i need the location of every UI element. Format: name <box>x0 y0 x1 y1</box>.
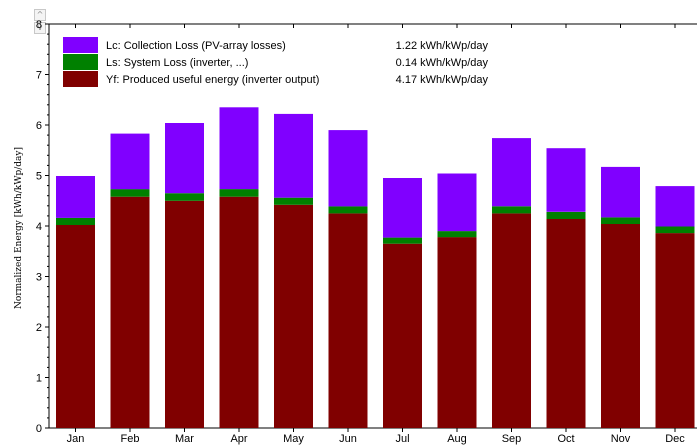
bar-oct-series-2 <box>546 148 586 212</box>
bar-aug-series-0 <box>437 237 477 428</box>
x-tick-label: Oct <box>557 433 574 445</box>
x-tick-label: Jul <box>395 433 409 445</box>
scroll-down-button[interactable]: v <box>34 22 46 34</box>
legend-label: Ls: System Loss (inverter, ...) <box>106 57 248 69</box>
legend-swatch <box>63 37 98 53</box>
x-tick-label: Apr <box>230 433 247 445</box>
legend-value: 1.22 kWh/kWp/day <box>396 40 489 52</box>
bar-mar-series-0 <box>165 200 204 429</box>
y-tick-label: 3 <box>36 272 42 284</box>
bar-jun-series-1 <box>328 206 368 214</box>
y-tick-label: 8 <box>36 19 42 31</box>
bar-may-series-2 <box>274 113 313 198</box>
bar-feb-series-2 <box>110 133 150 190</box>
x-tick-label: Jun <box>339 433 357 445</box>
x-tick-label: Feb <box>121 433 140 445</box>
bars-group <box>56 107 695 429</box>
bar-apr-series-0 <box>219 196 259 428</box>
bar-nov-series-0 <box>601 224 640 428</box>
y-tick-label: 6 <box>36 120 42 132</box>
x-tick-label: Jan <box>67 433 85 445</box>
legend-swatch <box>63 54 98 70</box>
bar-oct-series-0 <box>546 218 586 428</box>
bar-nov-series-2 <box>601 166 640 218</box>
bar-jan-series-0 <box>56 225 95 428</box>
bar-feb-series-1 <box>110 189 150 197</box>
bar-jul-series-1 <box>383 237 422 244</box>
bar-apr-series-2 <box>219 107 259 190</box>
bar-mar-series-2 <box>165 123 204 194</box>
bar-jun-series-0 <box>328 213 368 428</box>
bar-may-series-1 <box>274 197 313 205</box>
bar-mar-series-1 <box>165 193 204 201</box>
y-tick-label: 0 <box>36 423 42 435</box>
y-axis-label: Normalized Energy [kWh/kWp/day] <box>14 147 24 309</box>
legend-swatch <box>63 71 98 87</box>
legend-value: 4.17 kWh/kWp/day <box>396 74 489 86</box>
x-tick-label: Nov <box>611 433 631 445</box>
scroll-up-button[interactable]: ^ <box>34 9 46 21</box>
bar-sep-series-2 <box>492 138 531 207</box>
x-tick-label: Sep <box>502 433 522 445</box>
bar-dec-series-0 <box>655 233 695 428</box>
x-tick-label: Mar <box>175 433 194 445</box>
legend-label: Yf: Produced useful energy (inverter out… <box>106 74 319 86</box>
bar-apr-series-1 <box>219 189 259 197</box>
axes-group: Jan Feb Mar Apr May Jun Jul Aug Sep Oct Nov Dec 0 1 2 3… <box>36 19 685 445</box>
bar-oct-series-1 <box>546 211 586 219</box>
y-tick-label: 4 <box>36 221 42 233</box>
bar-jan-series-1 <box>56 217 95 225</box>
bar-jul-series-0 <box>383 243 422 428</box>
bar-feb-series-0 <box>110 196 150 428</box>
bar-jul-series-2 <box>383 178 422 238</box>
bar-may-series-0 <box>274 204 313 428</box>
y-tick-label: 2 <box>36 322 42 334</box>
y-tick-label: 7 <box>36 70 42 82</box>
bar-dec-series-2 <box>655 186 695 227</box>
bar-jan-series-2 <box>56 176 95 218</box>
x-tick-label: Dec <box>665 433 685 445</box>
x-tick-label: May <box>283 433 304 445</box>
bar-sep-series-0 <box>492 213 531 428</box>
y-tick-label: 5 <box>36 171 42 183</box>
bar-sep-series-1 <box>492 206 531 214</box>
bar-aug-series-2 <box>437 173 477 232</box>
legend-value: 0.14 kWh/kWp/day <box>396 57 489 69</box>
bar-jun-series-2 <box>328 130 368 207</box>
bar-dec-series-1 <box>655 226 695 234</box>
legend: Lc: Collection Loss (PV-array losses) 1.2… <box>63 37 488 87</box>
bar-aug-series-1 <box>437 231 477 238</box>
x-tick-label: Aug <box>447 433 467 445</box>
y-tick-label: 1 <box>36 373 42 385</box>
legend-label: Lc: Collection Loss (PV-array losses) <box>106 40 286 52</box>
bar-nov-series-1 <box>601 217 640 224</box>
